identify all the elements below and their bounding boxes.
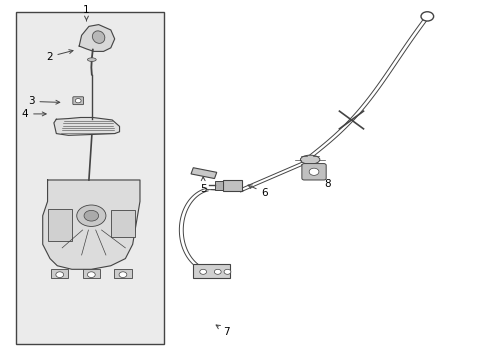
Circle shape xyxy=(84,210,99,221)
Ellipse shape xyxy=(87,58,96,62)
Text: 4: 4 xyxy=(21,109,46,119)
Text: 7: 7 xyxy=(216,325,229,337)
Bar xyxy=(16,12,164,344)
Circle shape xyxy=(87,272,95,278)
Circle shape xyxy=(420,12,433,21)
Text: 1: 1 xyxy=(83,5,90,21)
Text: 2: 2 xyxy=(46,50,73,62)
Circle shape xyxy=(224,269,230,274)
Ellipse shape xyxy=(300,155,319,164)
Bar xyxy=(222,180,242,191)
Circle shape xyxy=(200,269,206,274)
Bar xyxy=(82,269,100,278)
Circle shape xyxy=(119,272,126,278)
FancyBboxPatch shape xyxy=(301,163,325,180)
Text: 8: 8 xyxy=(317,174,331,189)
Text: 3: 3 xyxy=(28,96,60,107)
Bar xyxy=(111,210,135,237)
Circle shape xyxy=(77,205,106,226)
Circle shape xyxy=(75,99,81,103)
Ellipse shape xyxy=(92,31,104,43)
Text: 6: 6 xyxy=(247,185,267,198)
Text: 5: 5 xyxy=(200,177,206,194)
Polygon shape xyxy=(54,117,119,135)
Circle shape xyxy=(214,269,221,274)
FancyBboxPatch shape xyxy=(73,97,83,105)
Polygon shape xyxy=(79,24,115,51)
Bar xyxy=(215,181,223,190)
Bar xyxy=(47,208,72,241)
Polygon shape xyxy=(42,180,140,269)
Circle shape xyxy=(308,168,318,175)
Bar xyxy=(114,269,131,278)
Circle shape xyxy=(56,272,63,278)
Bar xyxy=(193,264,229,278)
Bar xyxy=(51,269,68,278)
Bar xyxy=(191,168,216,179)
